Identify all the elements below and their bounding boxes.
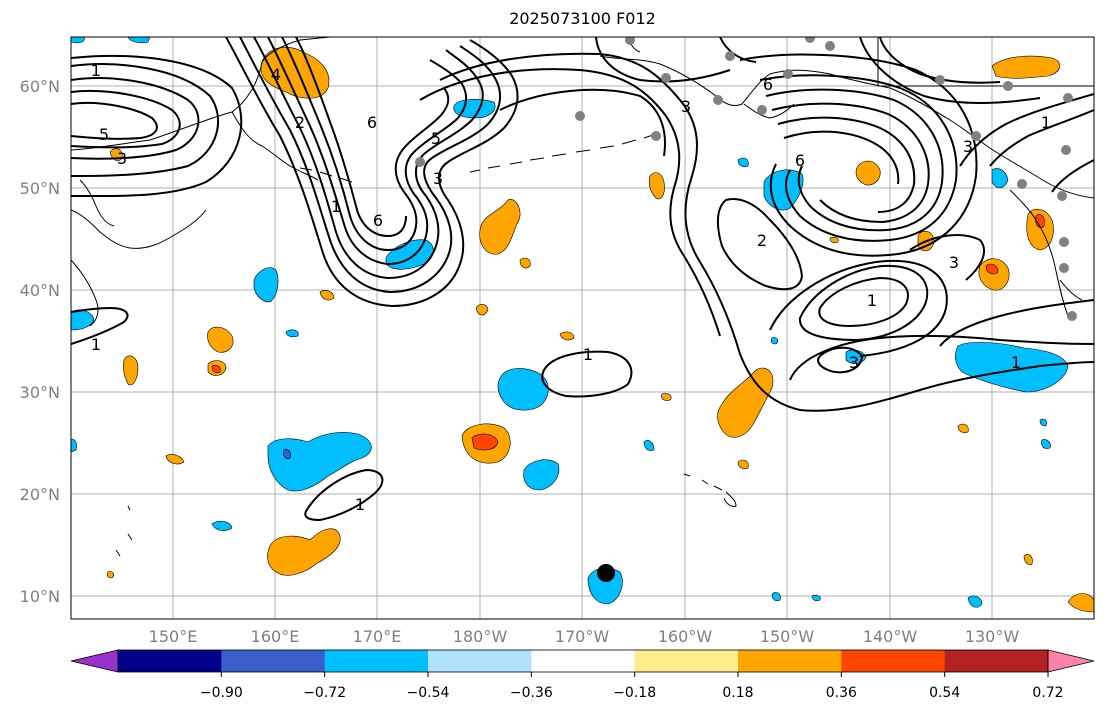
contour-label: 3 bbox=[849, 353, 859, 372]
colorbar-labels: −0.90 −0.72 −0.54 −0.36 −0.18 0.18 0.36 0.54 0.7… bbox=[200, 672, 1064, 701]
station-dot bbox=[415, 157, 425, 167]
lat-label: 30°N bbox=[20, 383, 60, 402]
station-markers bbox=[415, 37, 1077, 321]
station-dot bbox=[1057, 191, 1067, 201]
colorbar-extend-min bbox=[70, 649, 119, 673]
station-dot bbox=[725, 51, 735, 61]
contour-label: 4 bbox=[271, 65, 281, 84]
contour-lines bbox=[71, 37, 1094, 522]
negative-anomaly-shading bbox=[71, 37, 1069, 608]
contour-label: 3 bbox=[963, 137, 973, 156]
lat-label: 10°N bbox=[20, 587, 60, 606]
contour-label: 1 bbox=[91, 335, 101, 354]
colorbar-border bbox=[117, 649, 1049, 673]
contour-label: 1 bbox=[867, 291, 877, 310]
contour-label: 6 bbox=[795, 151, 805, 170]
colorbar-segment bbox=[531, 650, 636, 672]
colorbar-tick-label: 0.72 bbox=[1032, 685, 1063, 701]
colorbar-tick-label: −0.72 bbox=[303, 685, 346, 701]
lon-label: 130°W bbox=[965, 627, 1020, 646]
colorbar-segment bbox=[738, 650, 842, 672]
station-dot bbox=[713, 95, 723, 105]
map-frame bbox=[70, 36, 1095, 620]
contour-label: 2 bbox=[757, 231, 767, 250]
colorbar-extend-max bbox=[1047, 649, 1095, 673]
station-dot bbox=[971, 131, 981, 141]
colorbar-tick-label: 0.54 bbox=[929, 685, 960, 701]
colorbar-tick-label: −0.54 bbox=[407, 685, 450, 701]
contour-label: 5 bbox=[431, 129, 441, 148]
contour-label: 2 bbox=[295, 113, 305, 132]
colorbar bbox=[70, 649, 1095, 673]
contour-label: 1 bbox=[355, 495, 365, 514]
map-title: 2025073100 F012 bbox=[509, 9, 656, 28]
station-dot bbox=[1059, 237, 1069, 247]
station-dot bbox=[651, 131, 661, 141]
station-dot bbox=[757, 105, 767, 115]
station-dot bbox=[1017, 179, 1027, 189]
storm-center-marker bbox=[597, 564, 615, 582]
lon-label: 170°E bbox=[353, 627, 402, 646]
latitude-axis: 60°N 50°N 40°N 30°N 20°N 10°N bbox=[20, 77, 60, 606]
station-dot bbox=[661, 73, 671, 83]
lon-label: 170°W bbox=[555, 627, 610, 646]
contour-label: 3 bbox=[681, 97, 691, 116]
colorbar-tick-label: −0.18 bbox=[613, 685, 656, 701]
longitude-axis: 150°E 160°E 170°E 180°W 170°W 160°W 150°… bbox=[149, 627, 1020, 646]
colorbar-segment bbox=[324, 650, 429, 672]
colorbar-segment bbox=[221, 650, 326, 672]
lon-label: 150°W bbox=[760, 627, 815, 646]
station-dot bbox=[783, 69, 793, 79]
colorbar-tick-label: −0.36 bbox=[510, 685, 553, 701]
colorbar-segment bbox=[118, 650, 222, 672]
lat-label: 50°N bbox=[20, 179, 60, 198]
positive-anomaly-shading bbox=[106, 46, 1094, 613]
contour-label: 6 bbox=[763, 75, 773, 94]
station-dot bbox=[575, 111, 585, 121]
station-dot bbox=[805, 37, 815, 43]
contour-label: 6 bbox=[367, 113, 377, 132]
lon-label: 180°W bbox=[453, 627, 508, 646]
contour-label: 1 bbox=[583, 345, 593, 364]
station-dot bbox=[825, 41, 835, 51]
lon-label: 160°E bbox=[251, 627, 300, 646]
colorbar-segment bbox=[634, 650, 739, 672]
lon-label: 150°E bbox=[149, 627, 198, 646]
coastlines bbox=[71, 37, 1094, 557]
colorbar-segment bbox=[944, 650, 1049, 672]
contour-label: 3 bbox=[117, 149, 127, 168]
contour-label: 1 bbox=[331, 197, 341, 216]
contour-label: 6 bbox=[373, 211, 383, 230]
lat-label: 20°N bbox=[20, 485, 60, 504]
station-dot bbox=[1059, 263, 1069, 273]
colorbar-segment bbox=[428, 650, 532, 672]
lon-label: 140°W bbox=[863, 627, 918, 646]
station-dot bbox=[1067, 311, 1077, 321]
contour-label: 3 bbox=[949, 253, 959, 272]
station-dot bbox=[1061, 145, 1071, 155]
station-dot bbox=[935, 75, 945, 85]
contour-labels: 1 4 5 3 6 5 3 6 1 6 2 1 3 1 3 1 1 1 1 6 … bbox=[91, 61, 1051, 514]
lon-label: 160°W bbox=[658, 627, 713, 646]
contour-label: 3 bbox=[433, 169, 443, 188]
colorbar-tick-label: −0.90 bbox=[200, 685, 243, 701]
colorbar-tick-label: 0.36 bbox=[826, 685, 857, 701]
lat-label: 60°N bbox=[20, 77, 60, 96]
station-dot bbox=[1063, 93, 1073, 103]
station-dot bbox=[1003, 81, 1013, 91]
colorbar-tick-label: 0.18 bbox=[722, 685, 753, 701]
contour-label: 1 bbox=[91, 61, 101, 80]
lat-label: 40°N bbox=[20, 281, 60, 300]
contour-label: 5 bbox=[99, 125, 109, 144]
contour-label: 1 bbox=[1041, 113, 1051, 132]
station-dot bbox=[625, 37, 635, 45]
contour-label: 1 bbox=[1011, 353, 1021, 372]
colorbar-segment bbox=[841, 650, 946, 672]
